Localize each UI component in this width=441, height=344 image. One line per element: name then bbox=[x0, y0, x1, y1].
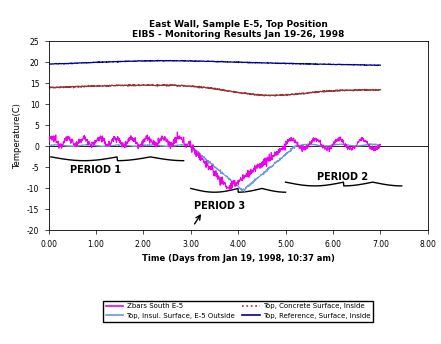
Legend: Zbars South E-5, Top, Insul. Surface, E-5 Outside, Top, Concrete Surface, Inside: Zbars South E-5, Top, Insul. Surface, E-… bbox=[103, 301, 374, 322]
Y-axis label: Temperature(C): Temperature(C) bbox=[12, 103, 22, 169]
Text: PERIOD 3: PERIOD 3 bbox=[194, 201, 245, 211]
Text: PERIOD 2: PERIOD 2 bbox=[317, 172, 368, 182]
X-axis label: Time (Days from Jan 19, 1998, 10:37 am): Time (Days from Jan 19, 1998, 10:37 am) bbox=[142, 254, 335, 263]
Text: PERIOD 1: PERIOD 1 bbox=[71, 165, 121, 175]
Title: East Wall, Sample E-5, Top Position
EIBS - Monitoring Results Jan 19-26, 1998: East Wall, Sample E-5, Top Position EIBS… bbox=[132, 20, 344, 39]
